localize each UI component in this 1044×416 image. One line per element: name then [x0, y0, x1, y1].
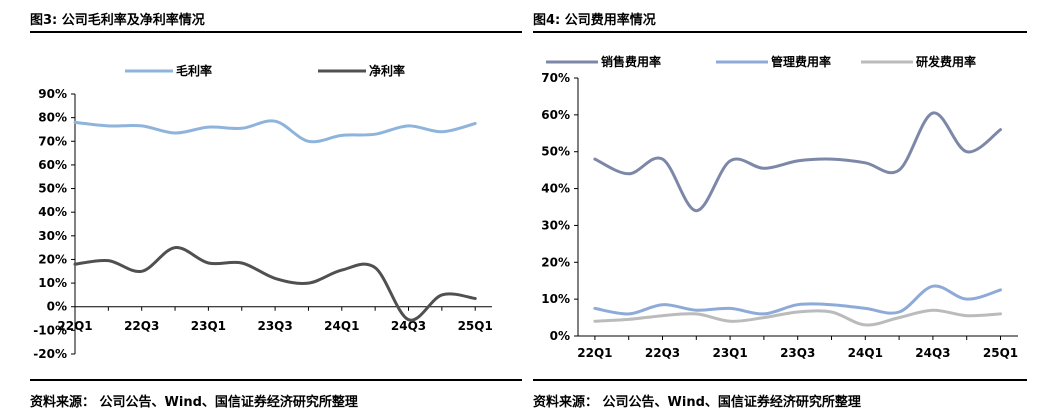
margin-chart-y-tick-label: 60% — [38, 158, 67, 172]
margin-chart-y-tick-label: -20% — [33, 347, 67, 361]
margin-chart-x-tick-label: 23Q3 — [257, 319, 292, 333]
margin-chart-x-tick-label: 22Q3 — [124, 319, 159, 333]
expense-ratio-chart-series-line-1 — [593, 284, 1002, 316]
figure-3-bottom-rule — [30, 379, 522, 381]
margin-chart-legend-label-1: 净利率 — [369, 63, 405, 78]
margin-chart-y-tick-label: 40% — [38, 205, 67, 219]
margin-chart-series-line-1 — [73, 246, 477, 322]
figure-4-source: 资料来源： 公司公告、Wind、国信证券经济研究所整理 — [533, 395, 861, 410]
margin-chart-y-tick-label: 50% — [38, 182, 67, 196]
expense-ratio-chart: 0% 10% 20% 30% 40% 50% 60% 70% 22Q1 22Q3 23Q1 23Q3 2… — [541, 54, 1018, 360]
expense-ratio-chart-legend-label-0: 销售费用率 — [601, 54, 661, 69]
expense-ratio-chart-y-tick-label: 20% — [541, 255, 570, 269]
expense-ratio-chart-series-line-0 — [593, 111, 1002, 213]
margin-chart-y-tick-label: 70% — [38, 134, 67, 148]
margin-chart-series-line-0 — [73, 119, 477, 144]
margin-chart-y-tick-label: 0% — [47, 300, 67, 314]
figure-3: 图3: 公司毛利率及净利率情况 -20% -10% 0% 10% 20% 30% 40% 50… — [30, 0, 522, 416]
expense-ratio-chart-x-tick-label: 23Q3 — [780, 346, 815, 360]
expense-ratio-chart-legend-label-1: 管理费用率 — [771, 54, 831, 69]
figure-4-title: 图4: 公司费用率情况 — [533, 13, 656, 28]
expense-ratio-chart-x-tick-label: 22Q3 — [645, 346, 680, 360]
expense-ratio-chart-y-tick-label: 10% — [541, 292, 570, 306]
expense-ratio-chart-x-tick-label: 22Q1 — [577, 346, 612, 360]
expense-ratio-chart-x-tick-label: 24Q1 — [848, 346, 883, 360]
expense-ratio-chart-series-line-2 — [593, 308, 1002, 327]
expense-ratio-chart-y-tick-label: 50% — [541, 145, 570, 159]
expense-ratio-chart-legend-label-2: 研发费用率 — [916, 54, 976, 69]
margin-chart-legend-label-0: 毛利率 — [176, 63, 212, 78]
figure-4: 图4: 公司费用率情况 0% 10% 20% 30% 40% 50% 60% 70% 22Q1 2… — [533, 0, 1027, 416]
margin-chart-y-tick-label: 30% — [38, 229, 67, 243]
figure-4-bottom-rule — [533, 379, 1027, 381]
margin-chart-y-tick-label: -10% — [33, 323, 67, 337]
margin-chart-y-tick-label: 90% — [38, 87, 67, 101]
expense-ratio-chart-y-tick-label: 70% — [541, 71, 570, 85]
expense-ratio-chart-y-tick-label: 0% — [550, 329, 570, 343]
expense-ratio-chart-x-tick-label: 24Q3 — [915, 346, 950, 360]
figure-4-top-rule — [533, 31, 1027, 33]
margin-chart-x-tick-label: 24Q3 — [391, 319, 426, 333]
figure-3-top-rule — [30, 31, 522, 33]
margin-chart-x-tick-label: 22Q1 — [57, 319, 92, 333]
figure-3-title: 图3: 公司毛利率及净利率情况 — [30, 13, 205, 28]
margin-chart-x-tick-label: 23Q1 — [191, 319, 226, 333]
margin-chart-x-tick-label: 25Q1 — [458, 319, 493, 333]
margin-chart-y-tick-label: 20% — [38, 252, 67, 266]
figure-3-source: 资料来源： 公司公告、Wind、国信证券经济研究所整理 — [30, 395, 358, 410]
expense-ratio-chart-x-tick-label: 23Q1 — [712, 346, 747, 360]
expense-ratio-chart-y-tick-label: 30% — [541, 218, 570, 232]
margin-chart-x-tick-label: 24Q1 — [324, 319, 359, 333]
expense-ratio-chart-x-tick-label: 25Q1 — [983, 346, 1018, 360]
margin-chart: -20% -10% 0% 10% 20% 30% 40% 50% 60% 70% 80% 90% 22Q… — [33, 63, 493, 361]
margin-chart-y-tick-label: 80% — [38, 111, 67, 125]
expense-ratio-chart-y-tick-label: 60% — [541, 108, 570, 122]
expense-ratio-chart-y-tick-label: 40% — [541, 182, 570, 196]
margin-chart-y-tick-label: 10% — [38, 276, 67, 290]
